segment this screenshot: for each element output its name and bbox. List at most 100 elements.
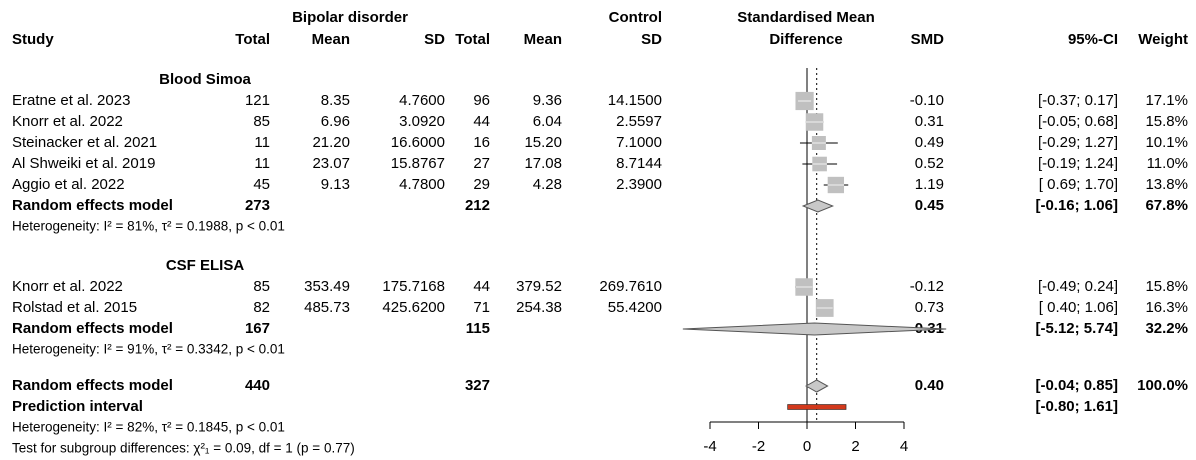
subgroup-title: CSF ELISA xyxy=(166,257,245,274)
smd-label: 0.31 xyxy=(915,113,944,130)
ci-label: [-0.37; 0.17] xyxy=(1038,92,1118,109)
ci-label: [-0.16; 1.06] xyxy=(1035,197,1118,214)
table-cell: 4.28 xyxy=(533,176,562,193)
total: 212 xyxy=(465,197,490,214)
total: 440 xyxy=(245,377,270,394)
pooled-diamond xyxy=(682,322,947,336)
table-cell: 269.7610 xyxy=(599,278,662,295)
table-cell: 17.08 xyxy=(524,155,562,172)
plot-header: Standardised Mean xyxy=(737,9,875,26)
ci-label: [-0.05; 0.68] xyxy=(1038,113,1118,130)
ci-label: [-5.12; 5.74] xyxy=(1035,320,1118,337)
table-cell: 44 xyxy=(473,278,490,295)
x-tick-label: 0 xyxy=(803,438,811,455)
table-cell: 175.7168 xyxy=(382,278,445,295)
table-cell: 15.20 xyxy=(524,134,562,151)
column-header: Mean xyxy=(524,31,562,48)
table-cell: 121 xyxy=(245,92,270,109)
table-cell: 14.1500 xyxy=(608,92,662,109)
x-tick-label: -4 xyxy=(703,438,716,455)
column-header: 95%-CI xyxy=(1068,31,1118,48)
table-cell: 8.35 xyxy=(321,92,350,109)
table-cell: 9.36 xyxy=(533,92,562,109)
total: 167 xyxy=(245,320,270,337)
plot-header: Difference xyxy=(769,31,842,48)
weight-label: 17.1% xyxy=(1145,92,1188,109)
smd-label: 0.45 xyxy=(915,197,944,214)
table-cell: 2.5597 xyxy=(616,113,662,130)
smd-label: -0.12 xyxy=(910,278,944,295)
ci-label: [-0.80; 1.61] xyxy=(1035,398,1118,415)
pooled-diamond xyxy=(805,379,829,393)
prediction-interval xyxy=(787,404,847,410)
study-name: Steinacker et al. 2021 xyxy=(12,134,157,151)
table-cell: 44 xyxy=(473,113,490,130)
table-cell: 21.20 xyxy=(312,134,350,151)
weight-label: 10.1% xyxy=(1145,134,1188,151)
table-cell: 4.7800 xyxy=(399,176,445,193)
heterogeneity: Heterogeneity: I² = 81%, τ² = 0.1988, p … xyxy=(12,219,285,234)
table-cell: 4.7600 xyxy=(399,92,445,109)
group-header: Bipolar disorder xyxy=(292,9,408,26)
smd-label: -0.10 xyxy=(910,92,944,109)
table-cell: 16.6000 xyxy=(391,134,445,151)
table-cell: 85 xyxy=(253,278,270,295)
x-tick-label: 4 xyxy=(900,438,908,455)
heterogeneity: Heterogeneity: I² = 82%, τ² = 0.1845, p … xyxy=(12,420,285,435)
smd-label: 1.19 xyxy=(915,176,944,193)
column-header: Total xyxy=(235,31,270,48)
study-name: Knorr et al. 2022 xyxy=(12,113,123,130)
ci-label: [-0.29; 1.27] xyxy=(1038,134,1118,151)
table-cell: 27 xyxy=(473,155,490,172)
table-cell: 485.73 xyxy=(304,299,350,316)
random-model-label: Random effects model xyxy=(12,197,173,214)
ci-label: [ 0.40; 1.06] xyxy=(1039,299,1118,316)
random-model-label: Random effects model xyxy=(12,320,173,337)
total: 273 xyxy=(245,197,270,214)
ci-label: [ 0.69; 1.70] xyxy=(1039,176,1118,193)
weight-label: 100.0% xyxy=(1137,377,1188,394)
column-header: SD xyxy=(424,31,445,48)
weight-label: 11.0% xyxy=(1147,155,1188,172)
subgroup-test: Test for subgroup differences: χ²₁ = 0.0… xyxy=(12,441,355,456)
total: 115 xyxy=(466,320,490,337)
table-cell: 6.96 xyxy=(321,113,350,130)
table-cell: 11 xyxy=(254,155,270,172)
table-cell: 29 xyxy=(473,176,490,193)
smd-label: 0.73 xyxy=(915,299,944,316)
table-cell: 11 xyxy=(254,134,270,151)
subgroup-title: Blood Simoa xyxy=(159,71,251,88)
column-header: Mean xyxy=(312,31,350,48)
weight-label: 15.8% xyxy=(1145,113,1188,130)
total: 327 xyxy=(465,377,490,394)
table-cell: 85 xyxy=(253,113,270,130)
weight-label: 32.2% xyxy=(1145,320,1188,337)
overall-label: Random effects model xyxy=(12,377,173,394)
weight-label: 16.3% xyxy=(1145,299,1188,316)
smd-label: 0.49 xyxy=(915,134,944,151)
column-header: Total xyxy=(455,31,490,48)
pooled-diamond xyxy=(801,199,835,213)
x-tick-label: -2 xyxy=(752,438,765,455)
x-tick-label: 2 xyxy=(851,438,859,455)
table-cell: 71 xyxy=(473,299,490,316)
weight-label: 67.8% xyxy=(1145,197,1188,214)
table-cell: 8.7144 xyxy=(616,155,662,172)
table-cell: 96 xyxy=(473,92,490,109)
table-cell: 82 xyxy=(253,299,270,316)
column-header: Weight xyxy=(1138,31,1188,48)
study-name: Knorr et al. 2022 xyxy=(12,278,123,295)
table-cell: 379.52 xyxy=(516,278,562,295)
ci-label: [-0.49; 0.24] xyxy=(1038,278,1118,295)
prediction-label: Prediction interval xyxy=(12,398,143,415)
table-cell: 353.49 xyxy=(304,278,350,295)
table-cell: 9.13 xyxy=(321,176,350,193)
smd-label: 0.40 xyxy=(915,377,944,394)
group-header: Control xyxy=(609,9,662,26)
table-cell: 3.0920 xyxy=(399,113,445,130)
column-header: SMD xyxy=(911,31,945,48)
ci-label: [-0.04; 0.85] xyxy=(1035,377,1118,394)
weight-label: 15.8% xyxy=(1145,278,1188,295)
ci-label: [-0.19; 1.24] xyxy=(1038,155,1118,172)
